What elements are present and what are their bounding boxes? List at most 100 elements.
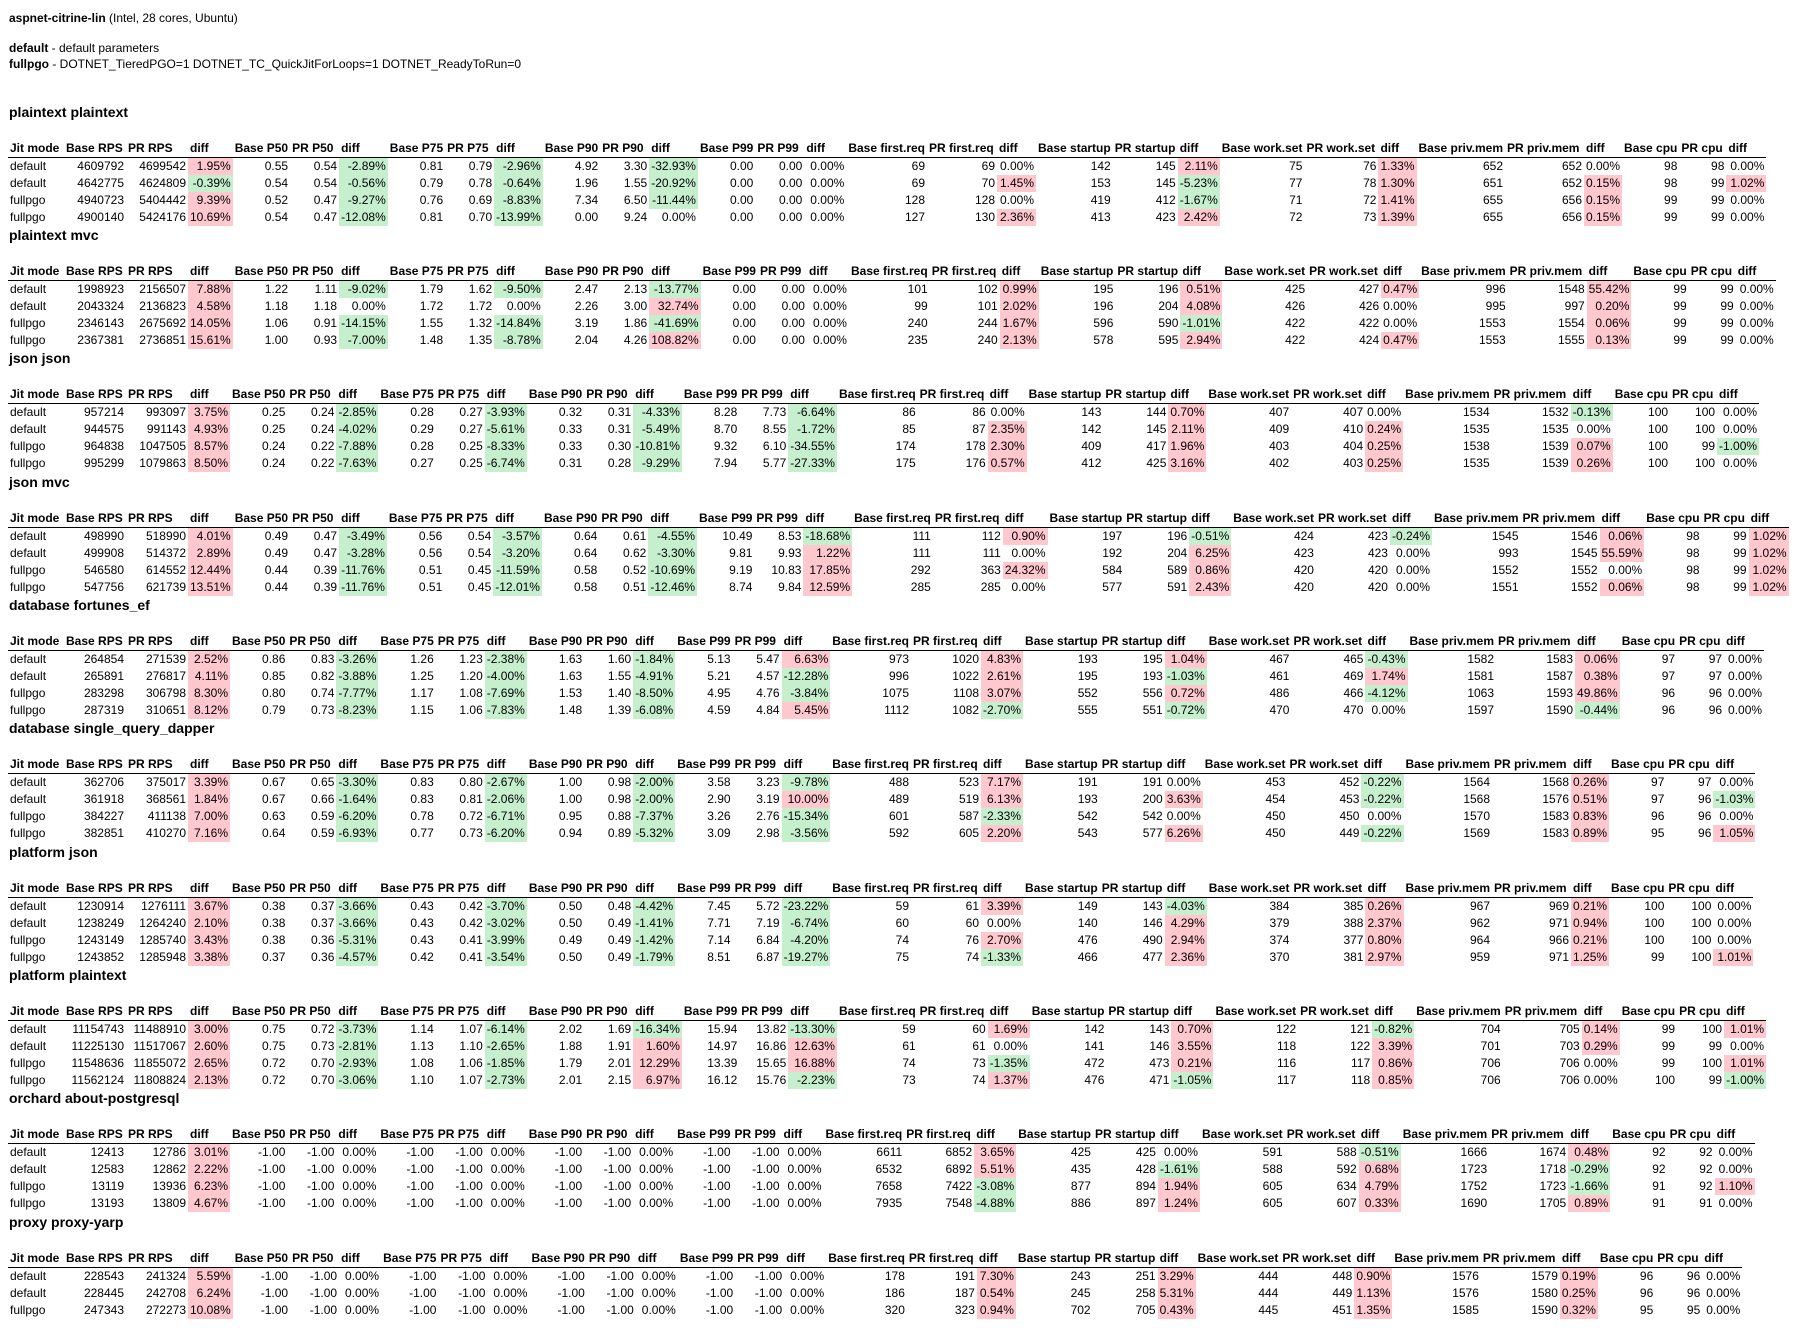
diff-cell: 1.30% (1378, 175, 1417, 192)
column-header: Base RPS (64, 880, 126, 898)
value-cell: 1.18 (264, 299, 289, 313)
value-cell: 993 (1498, 546, 1519, 560)
table-row: default 362706 375017 3.39% 0.67 0.65 -3.30% 0.… (8, 773, 1755, 791)
value-cell: 2043324 (77, 299, 124, 313)
column-header: diff (188, 1250, 233, 1268)
column-header: PR first.req (911, 633, 981, 651)
diff-cell: 0.21% (1571, 897, 1610, 915)
value-cell: 11154743 (72, 1022, 124, 1036)
value-cell: 973 (888, 652, 909, 666)
column-header: diff (1568, 1126, 1611, 1144)
jit-mode-cell: fullpgo (10, 1303, 46, 1317)
diff-cell: 2.02% (999, 298, 1039, 315)
value-cell: 6.10 (762, 439, 787, 453)
value-cell: 1752 (1460, 1179, 1488, 1193)
diff-cell: 1.67% (999, 315, 1039, 332)
value-cell: 111 (912, 546, 931, 560)
value-cell: 100 (1691, 899, 1712, 913)
value-cell: 87 (972, 422, 986, 436)
column-header: Base startup (1023, 633, 1100, 651)
table-row: fullpgo 11562124 11808824 2.13% 0.72 0.70 -3.0… (8, 1072, 1767, 1089)
value-cell: 92 (1699, 1145, 1713, 1159)
mode-name: fullpgo (9, 57, 49, 71)
column-header: PR startup (1115, 263, 1181, 281)
diff-cell: 2.97% (1365, 949, 1404, 966)
value-cell: 99 (1733, 563, 1747, 577)
diff-cell: 2.36% (997, 209, 1037, 226)
column-header: PR cpu (1655, 1250, 1703, 1268)
value-cell: 95 (1686, 1303, 1701, 1317)
value-cell: 0.42 (410, 950, 434, 964)
value-cell: 0.28 (410, 405, 434, 419)
diff-cell: 3.75% (188, 403, 230, 421)
value-cell: 6.84 (756, 933, 780, 947)
value-cell: 61 (902, 1039, 916, 1053)
diff-cell: 0.00% (342, 1196, 377, 1210)
value-cell: 472 (1084, 1056, 1105, 1070)
value-cell: 969 (1548, 899, 1570, 913)
value-cell: 0.64 (573, 529, 598, 543)
value-cell: 706 (1559, 1056, 1580, 1070)
diff-cell: 8.30% (188, 685, 230, 702)
value-cell: 461 (1269, 669, 1290, 683)
value-cell: 2367381 (77, 333, 124, 347)
value-cell: 1539 (1541, 439, 1569, 453)
value-cell: 193 (1077, 792, 1098, 806)
value-cell: 96 (1708, 703, 1723, 717)
table-row: default 4642775 4624809 -0.39% 0.54 0.54 -0.56… (8, 175, 1767, 192)
value-cell: 3.30 (623, 159, 648, 173)
diff-cell: -4.42% (633, 897, 676, 915)
header-row: Jit mode Base RPS PR RPS diff Base P50 PR P50… (8, 510, 1789, 528)
value-cell: 97 (1651, 792, 1665, 806)
value-cell: 1.86 (623, 316, 648, 330)
diff-cell: 0.24% (1365, 421, 1404, 438)
value-cell: 2.04 (574, 333, 599, 347)
value-cell: 578 (1093, 333, 1114, 347)
column-header: PR P75 (438, 1250, 488, 1268)
column-header: Base first.req (830, 756, 911, 774)
column-header: PR P75 (444, 510, 494, 528)
diff-cell: 5.45% (781, 702, 831, 719)
column-header: Base work.set (1206, 880, 1292, 898)
value-cell: 92 (1652, 1162, 1666, 1176)
value-cell: -1.00 (606, 1286, 634, 1300)
value-cell: 11548636 (71, 1056, 125, 1070)
diff-cell: 0.26% (1365, 897, 1404, 915)
value-cell: 543 (1077, 826, 1098, 840)
diff-cell: -5.32% (633, 825, 676, 842)
column-header: Base P50 (230, 756, 288, 774)
table-row: fullpgo 1243149 1285740 3.43% 0.38 0.36 -5.31%… (8, 932, 1753, 949)
diff-cell: 0.00% (1723, 405, 1758, 419)
value-cell: 423 (1293, 546, 1314, 560)
value-cell: 514372 (145, 546, 186, 560)
table-row: default 2043324 2136823 4.58% 1.18 1.18 0.00% 1… (8, 298, 1776, 315)
value-cell: 143 (1081, 405, 1102, 419)
column-header: Base P99 (700, 263, 758, 281)
column-header: PR RPS (126, 880, 188, 898)
diff-cell: 0.57% (987, 455, 1027, 472)
value-cell: 426 (1359, 299, 1380, 313)
value-cell: 1020 (952, 652, 979, 666)
diff-cell: -11.59% (493, 562, 542, 579)
diff-cell: -14.15% (339, 315, 388, 332)
value-cell: 99 (1661, 1056, 1676, 1070)
diff-cell: 14.05% (188, 315, 233, 332)
column-header: diff (339, 510, 387, 528)
value-cell: 99 (1701, 439, 1716, 453)
benchmark-table: Jit mode Base RPS PR RPS diff Base P50 PR P50… (8, 1126, 1755, 1212)
column-header: Base work.set (1213, 1003, 1299, 1021)
value-cell: 99 (1661, 1022, 1676, 1036)
diff-cell: 0.00% (1383, 316, 1418, 330)
value-cell: 0.74 (311, 686, 335, 700)
diff-cell: 0.00% (1728, 669, 1763, 683)
diff-cell: 1.69% (987, 1020, 1030, 1038)
value-cell: 476 (1084, 1073, 1105, 1087)
value-cell: 100 (1648, 456, 1669, 470)
diff-cell: 3.39% (188, 773, 230, 791)
diff-cell: 0.00% (351, 299, 386, 313)
column-header: Base P99 (681, 386, 740, 404)
value-cell: 99 (1711, 193, 1725, 207)
diff-cell: 0.00% (1730, 210, 1765, 224)
diff-cell: 0.00% (342, 1162, 377, 1176)
value-cell: 596 (1093, 316, 1114, 330)
